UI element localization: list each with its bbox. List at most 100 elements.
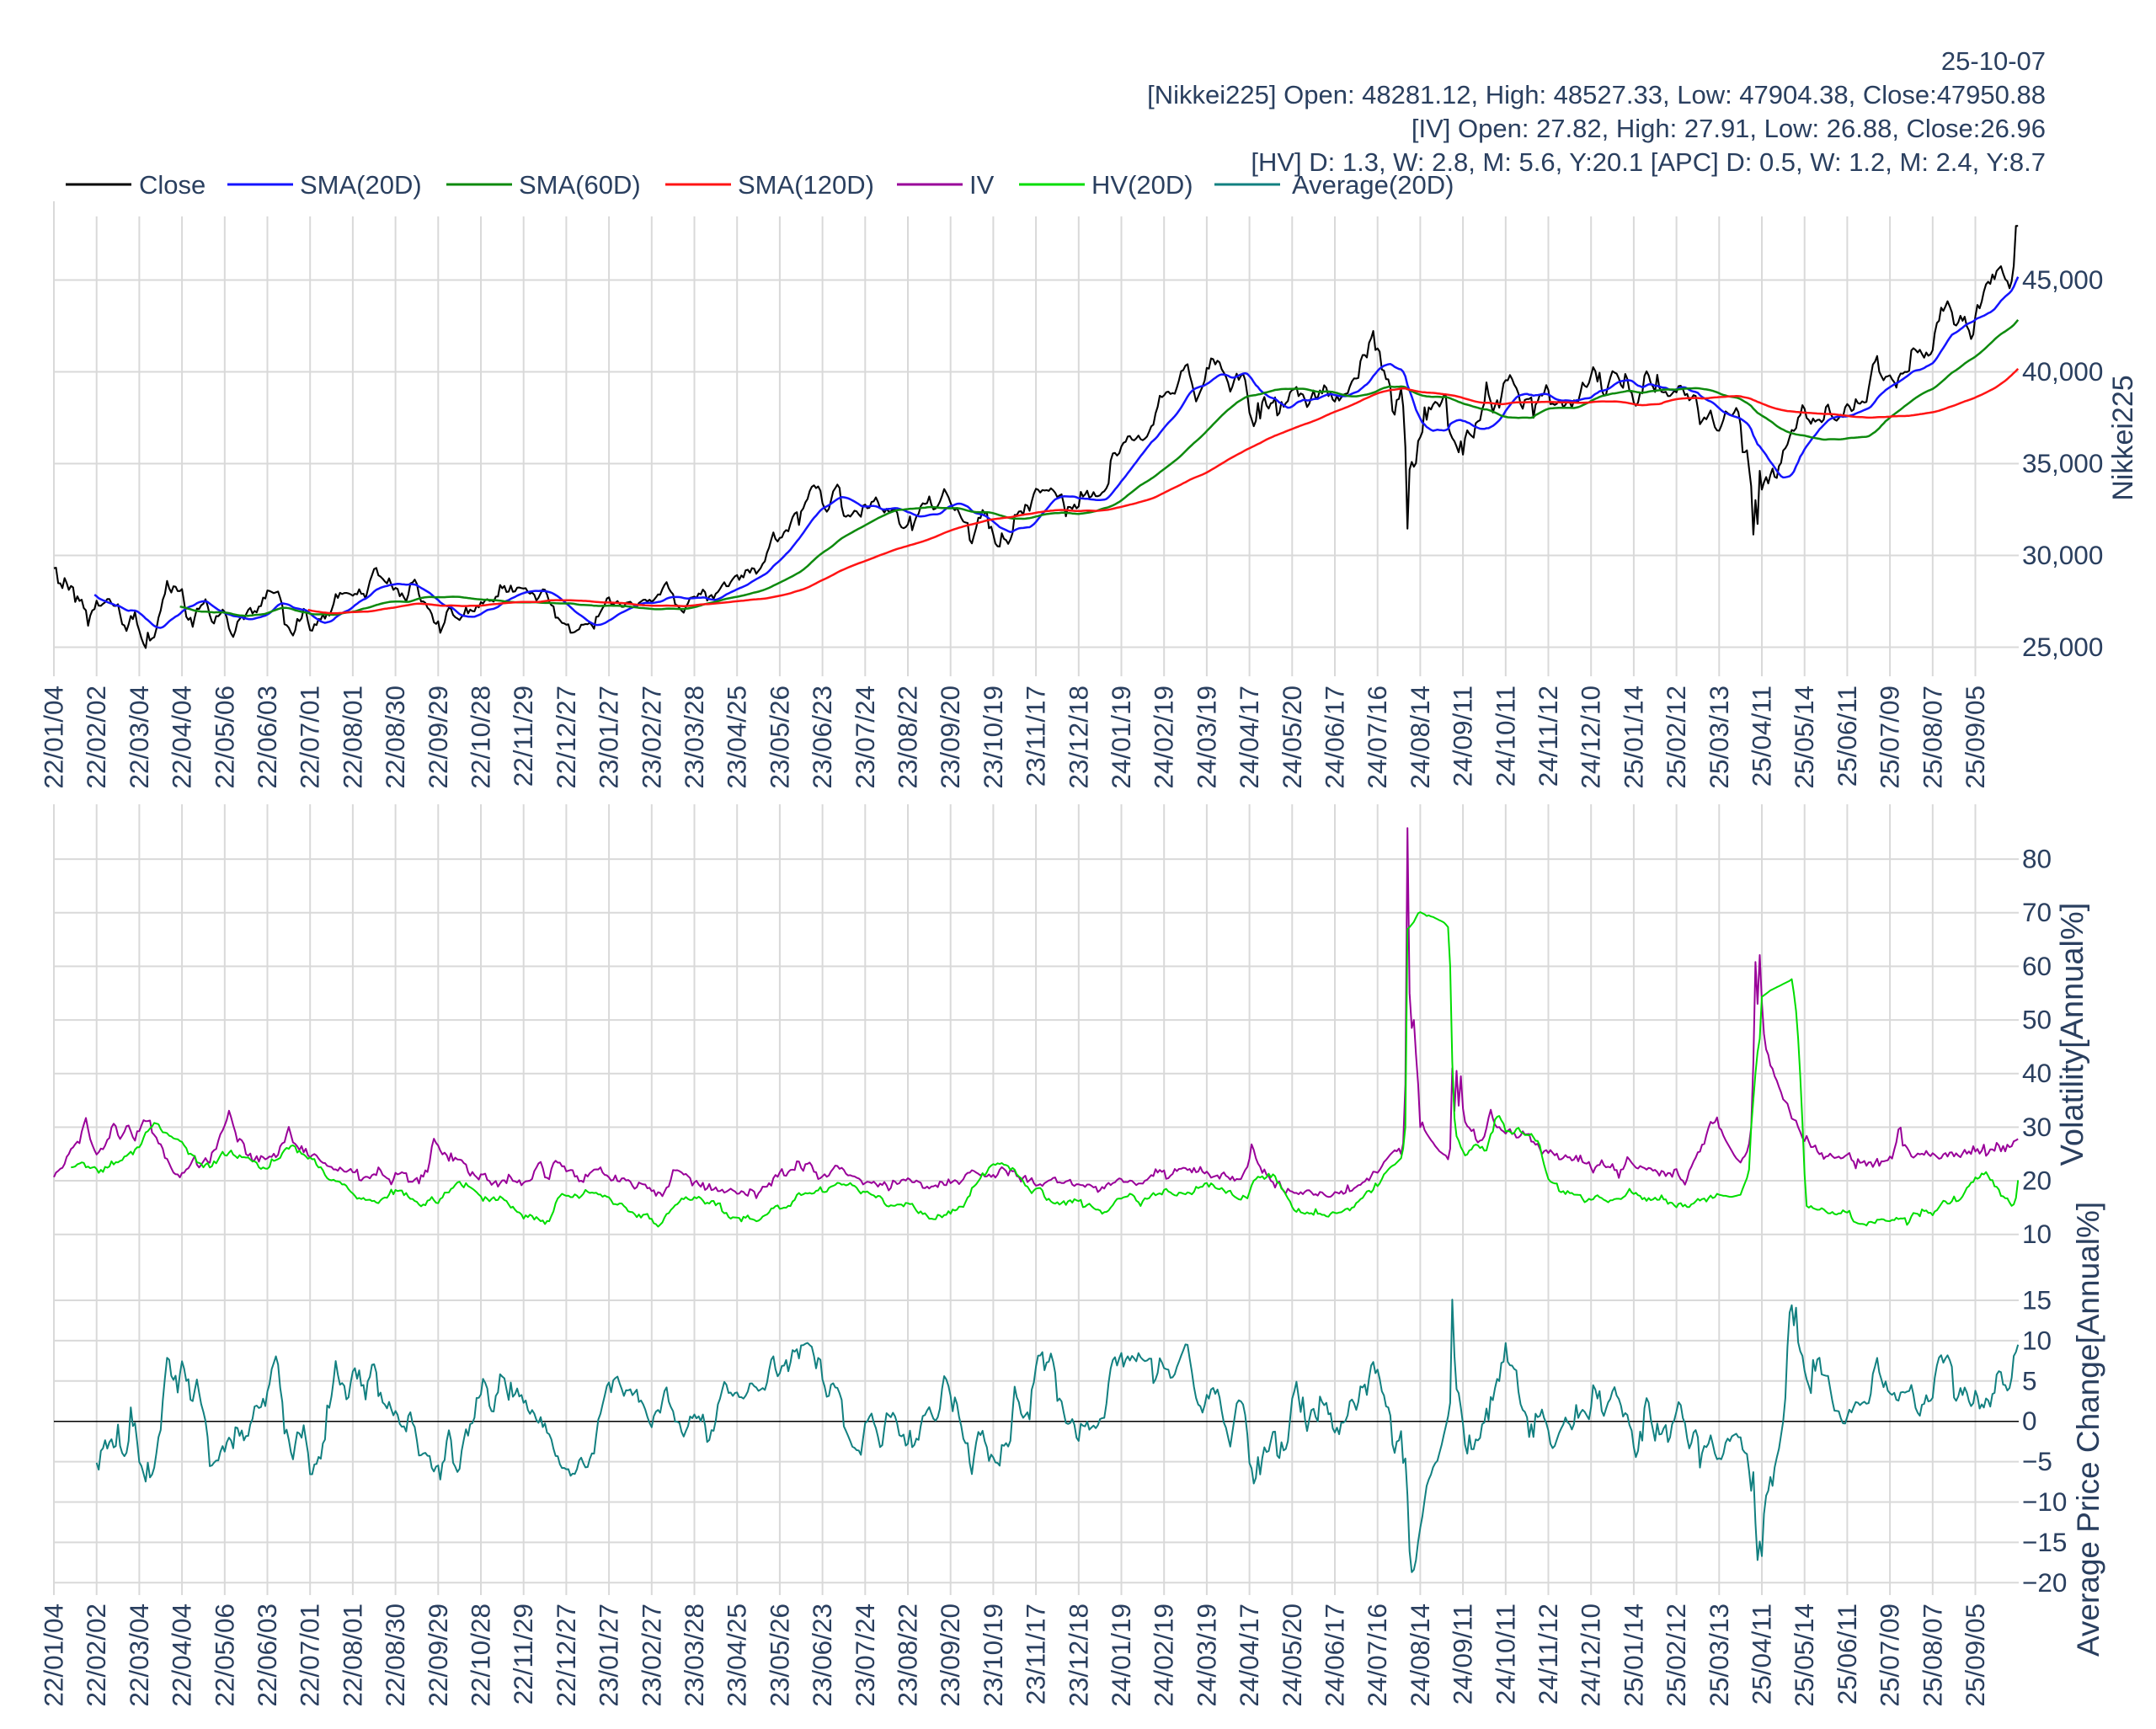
svg-text:23/02/27: 23/02/27 [636, 1604, 666, 1707]
svg-text:−15: −15 [2022, 1527, 2067, 1557]
svg-text:25/07/09: 25/07/09 [1875, 1604, 1905, 1707]
svg-text:50: 50 [2022, 1005, 2052, 1035]
svg-text:25/06/11: 25/06/11 [1832, 1604, 1862, 1705]
svg-text:24/02/19: 24/02/19 [1149, 1604, 1179, 1707]
svg-text:23/02/27: 23/02/27 [636, 686, 666, 789]
svg-text:30,000: 30,000 [2022, 540, 2103, 570]
svg-text:SMA(20D): SMA(20D) [300, 170, 422, 200]
svg-text:24/08/14: 24/08/14 [1405, 686, 1435, 789]
svg-text:25/08/07: 25/08/07 [1917, 686, 1947, 789]
svg-text:22/07/01: 22/07/01 [295, 1604, 325, 1707]
svg-text:22/02/02: 22/02/02 [81, 1604, 111, 1707]
svg-text:IV: IV [969, 170, 995, 200]
svg-text:24/09/11: 24/09/11 [1448, 1604, 1478, 1705]
svg-text:23/12/18: 23/12/18 [1063, 686, 1093, 789]
svg-text:−5: −5 [2022, 1446, 2052, 1476]
svg-text:0: 0 [2022, 1406, 2037, 1436]
svg-text:23/03/28: 23/03/28 [679, 686, 709, 789]
svg-text:22/08/30: 22/08/30 [380, 1604, 410, 1707]
svg-text:5: 5 [2022, 1365, 2037, 1395]
svg-text:35,000: 35,000 [2022, 448, 2103, 478]
svg-text:22/08/01: 22/08/01 [337, 686, 367, 789]
svg-text:24/12/10: 24/12/10 [1576, 1604, 1606, 1707]
svg-text:22/05/06: 22/05/06 [209, 686, 239, 789]
svg-text:[Nikkei225] Open: 48281.12, Hi: [Nikkei225] Open: 48281.12, High: 48527.… [1147, 80, 2046, 109]
svg-text:[HV] D: 1.3, W: 2.8, M: 5.6, Y: [HV] D: 1.3, W: 2.8, M: 5.6, Y:20.1 [APC… [1251, 147, 2046, 177]
svg-text:23/08/22: 23/08/22 [893, 686, 923, 789]
svg-text:24/08/14: 24/08/14 [1405, 1604, 1435, 1707]
svg-text:23/01/27: 23/01/27 [594, 686, 624, 789]
svg-text:23/07/24: 23/07/24 [850, 686, 880, 789]
svg-text:25/04/11: 25/04/11 [1747, 1604, 1777, 1705]
svg-text:15: 15 [2022, 1285, 2052, 1315]
svg-text:25/07/09: 25/07/09 [1875, 686, 1905, 789]
svg-text:40,000: 40,000 [2022, 356, 2103, 387]
svg-text:24/01/19: 24/01/19 [1106, 1604, 1136, 1707]
svg-text:22/08/30: 22/08/30 [380, 686, 410, 789]
svg-text:25/09/05: 25/09/05 [1960, 1604, 1990, 1707]
svg-text:24/06/17: 24/06/17 [1320, 686, 1350, 789]
svg-text:24/10/11: 24/10/11 [1490, 686, 1520, 787]
svg-text:20: 20 [2022, 1166, 2052, 1196]
svg-text:22/06/03: 22/06/03 [252, 686, 282, 789]
svg-text:25/02/12: 25/02/12 [1661, 1604, 1691, 1707]
svg-text:25/05/14: 25/05/14 [1789, 686, 1819, 789]
svg-text:Nikkei225: Nikkei225 [2107, 375, 2139, 500]
svg-text:Volatility[Annual%]: Volatility[Annual%] [2055, 903, 2090, 1166]
svg-text:SMA(60D): SMA(60D) [519, 170, 641, 200]
svg-text:24/10/11: 24/10/11 [1490, 1604, 1520, 1705]
svg-text:24/04/17: 24/04/17 [1234, 1604, 1264, 1707]
svg-text:25/09/05: 25/09/05 [1960, 686, 1990, 789]
svg-text:22/10/28: 22/10/28 [466, 686, 496, 789]
svg-text:23/04/25: 23/04/25 [722, 686, 752, 789]
svg-text:[IV] Open: 27.82, High: 27.91,: [IV] Open: 27.82, High: 27.91, Low: 26.8… [1412, 114, 2046, 143]
svg-text:23/05/26: 23/05/26 [764, 686, 794, 789]
svg-text:23/07/24: 23/07/24 [850, 1604, 880, 1707]
svg-text:25/05/14: 25/05/14 [1789, 1604, 1819, 1707]
svg-text:70: 70 [2022, 897, 2052, 927]
svg-text:24/03/19: 24/03/19 [1191, 686, 1221, 789]
svg-text:−10: −10 [2022, 1486, 2067, 1517]
svg-text:25-10-07: 25-10-07 [1941, 46, 2046, 76]
svg-text:22/03/04: 22/03/04 [124, 1604, 154, 1707]
svg-text:25/03/13: 25/03/13 [1704, 686, 1734, 789]
svg-text:24/09/11: 24/09/11 [1448, 686, 1478, 787]
svg-text:23/09/20: 23/09/20 [935, 1604, 965, 1707]
svg-text:23/10/19: 23/10/19 [978, 686, 1008, 789]
svg-text:22/01/04: 22/01/04 [39, 686, 69, 789]
svg-text:23/05/26: 23/05/26 [764, 1604, 794, 1707]
svg-text:10: 10 [2022, 1325, 2052, 1355]
svg-text:80: 80 [2022, 844, 2052, 874]
svg-text:22/03/04: 22/03/04 [124, 686, 154, 789]
svg-text:22/12/27: 22/12/27 [551, 686, 581, 789]
svg-text:24/06/17: 24/06/17 [1320, 1604, 1350, 1707]
svg-text:30: 30 [2022, 1112, 2052, 1142]
svg-text:40: 40 [2022, 1058, 2052, 1088]
svg-text:23/06/23: 23/06/23 [807, 686, 837, 789]
svg-text:24/04/17: 24/04/17 [1234, 686, 1264, 789]
svg-text:Average(20D): Average(20D) [1292, 170, 1454, 200]
svg-text:23/01/27: 23/01/27 [594, 1604, 624, 1707]
svg-text:24/05/20: 24/05/20 [1277, 1604, 1307, 1707]
svg-text:25/02/12: 25/02/12 [1661, 686, 1691, 789]
svg-text:25/03/13: 25/03/13 [1704, 1604, 1734, 1707]
svg-text:23/11/17: 23/11/17 [1021, 686, 1051, 787]
svg-text:25,000: 25,000 [2022, 632, 2103, 662]
svg-text:23/03/28: 23/03/28 [679, 1604, 709, 1707]
svg-text:Close: Close [139, 170, 205, 200]
svg-text:24/11/12: 24/11/12 [1533, 1604, 1563, 1705]
svg-text:22/07/01: 22/07/01 [295, 686, 325, 789]
svg-text:22/10/28: 22/10/28 [466, 1604, 496, 1707]
svg-text:23/04/25: 23/04/25 [722, 1604, 752, 1707]
svg-text:22/11/29: 22/11/29 [508, 1604, 538, 1705]
svg-text:22/11/29: 22/11/29 [508, 686, 538, 787]
svg-text:22/04/04: 22/04/04 [167, 686, 197, 789]
svg-text:SMA(120D): SMA(120D) [738, 170, 874, 200]
svg-text:23/10/19: 23/10/19 [978, 1604, 1008, 1707]
svg-text:23/08/22: 23/08/22 [893, 1604, 923, 1707]
svg-text:24/03/19: 24/03/19 [1191, 1604, 1221, 1707]
svg-text:45,000: 45,000 [2022, 264, 2103, 295]
svg-text:23/06/23: 23/06/23 [807, 1604, 837, 1707]
svg-text:22/06/03: 22/06/03 [252, 1604, 282, 1707]
svg-text:22/08/01: 22/08/01 [337, 1604, 367, 1707]
